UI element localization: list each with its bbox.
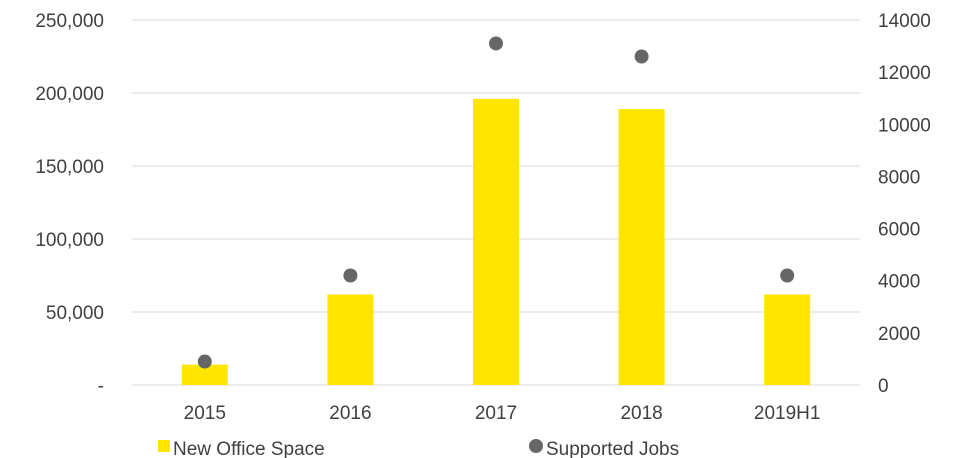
bar-2018 [618,109,665,385]
left-axis: - 50,000 100,000 150,000 200,000 250,000 [35,11,104,397]
bar-2017 [473,98,519,385]
x-tick-label: 2019H1 [754,403,821,424]
x-tick-label: 2017 [475,403,517,424]
point-2016 [343,268,358,283]
bar-2019H1 [764,294,811,385]
x-tick-label: 2016 [329,403,371,424]
x-tick-label: 2015 [184,403,226,424]
left-tick-label: 100,000 [35,230,104,251]
right-tick-label: 14000 [878,11,931,32]
point-2015 [197,354,212,369]
left-tick-label: 150,000 [35,157,104,178]
right-tick-label: 8000 [878,167,920,188]
right-tick-label: 12000 [878,63,931,84]
bar-series-new-office-space [181,98,811,385]
bar-2016 [327,294,374,385]
left-tick-label: - [98,376,104,397]
legend-label-new-office-space: New Office Space [173,439,325,458]
right-tick-label: 10000 [878,115,931,136]
bar-2015 [181,364,228,385]
legend-label-supported-jobs: Supported Jobs [546,439,679,458]
x-axis: 2015 2016 2017 2018 2019H1 [184,403,821,424]
legend: New Office Space Supported Jobs [158,439,679,458]
right-tick-label: 6000 [878,220,920,241]
legend-swatch-new-office-space [158,440,170,452]
x-tick-label: 2018 [620,403,662,424]
scatter-series-supported-jobs [197,36,795,369]
legend-marker-supported-jobs [529,439,543,453]
right-tick-label: 0 [878,376,889,397]
point-2019H1 [780,268,795,283]
left-tick-label: 200,000 [35,84,104,105]
right-tick-label: 4000 [878,272,920,293]
point-2018 [634,49,649,64]
right-tick-label: 2000 [878,324,920,345]
right-axis: 0 2000 4000 6000 8000 10000 12000 14000 [878,11,931,397]
left-tick-label: 250,000 [35,11,104,32]
point-2017 [489,36,503,51]
left-tick-label: 50,000 [46,303,104,324]
